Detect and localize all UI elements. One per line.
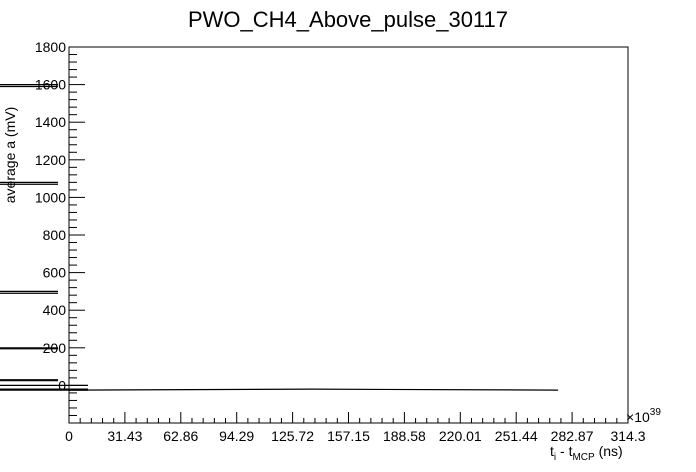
chart-title: PWO_CH4_Above_pulse_30117: [188, 7, 508, 32]
x-tick-label: 125.72: [271, 428, 314, 444]
x-axis-ticks: [68, 412, 629, 423]
x-tick-label: 282.87: [551, 428, 594, 444]
y-tick-label: 1000: [35, 189, 66, 205]
y-tick-label: 400: [43, 302, 67, 318]
x-tick-label: 157.15: [327, 428, 370, 444]
x-tick-label: 314.3: [610, 428, 645, 444]
y-axis-ticks: [69, 46, 85, 424]
x-tick-label: 251.44: [495, 428, 538, 444]
x-tick-label: 0: [65, 428, 73, 444]
y-tick-label: 800: [43, 227, 67, 243]
x-axis-tick-labels: 0 31.43 62.86 94.29 125.72 157.15 188.58 220.01…: [65, 428, 646, 444]
plot-frame: [68, 46, 629, 424]
x-tick-label: 94.29: [219, 428, 254, 444]
x-tick-label: 31.43: [107, 428, 142, 444]
y-tick-label: 600: [43, 265, 67, 281]
x-axis-title: ti - tMCP (ns): [550, 443, 623, 463]
data-series: [0, 83, 559, 391]
y-axis-title: average a (mV): [2, 107, 18, 203]
x-tick-label: 188.58: [383, 428, 426, 444]
x-tick-label: 220.01: [439, 428, 482, 444]
x-axis-multiplier: ×1039: [626, 407, 661, 425]
x-tick-label: 62.86: [163, 428, 198, 444]
y-tick-label: 1800: [35, 39, 66, 55]
y-tick-label: 1200: [35, 152, 66, 168]
y-tick-label: 1400: [35, 114, 66, 130]
series-line: [68, 388, 559, 391]
y-axis-tick-labels: 020040060080010001200140016001800: [35, 39, 66, 393]
